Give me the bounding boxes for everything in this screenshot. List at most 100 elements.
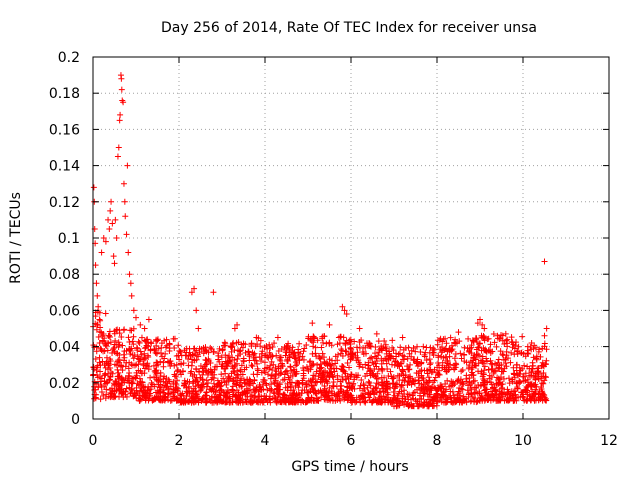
- data-point: [124, 377, 131, 384]
- data-point: [380, 393, 387, 400]
- data-point: [256, 393, 263, 400]
- data-point: [148, 379, 155, 386]
- data-point: [390, 347, 397, 354]
- data-point: [407, 361, 414, 368]
- data-point: [177, 399, 184, 406]
- data-point: [101, 335, 108, 342]
- data-point: [262, 352, 269, 359]
- data-point: [539, 373, 546, 380]
- data-point: [144, 360, 151, 367]
- data-point: [436, 367, 443, 374]
- data-point: [391, 385, 398, 392]
- data-point: [376, 395, 383, 402]
- data-point: [125, 249, 132, 256]
- data-point: [410, 357, 417, 364]
- x-tick-labels: 0 2 4 6 8 10 12: [89, 433, 618, 449]
- data-point: [134, 353, 141, 360]
- data-point: [312, 379, 319, 386]
- data-point: [488, 360, 495, 367]
- data-point: [444, 360, 451, 367]
- data-point: [419, 375, 426, 382]
- data-point: [431, 346, 438, 353]
- data-point: [94, 321, 101, 328]
- data-point: [408, 403, 415, 410]
- data-point: [496, 394, 503, 401]
- data-point: [305, 377, 312, 384]
- data-point: [94, 372, 101, 379]
- data-point: [133, 314, 139, 321]
- data-point: [522, 377, 529, 384]
- data-point: [97, 368, 104, 375]
- data-point: [483, 355, 490, 362]
- data-point: [114, 153, 121, 160]
- data-point: [125, 334, 132, 341]
- data-point: [265, 397, 272, 404]
- data-point: [303, 342, 310, 349]
- data-point: [296, 340, 303, 347]
- data-point: [383, 355, 390, 362]
- axis-ticks: [92, 56, 610, 420]
- data-point: [435, 397, 442, 404]
- data-point: [225, 360, 232, 367]
- data-point: [264, 364, 271, 371]
- data-point: [406, 366, 413, 373]
- data-point: [109, 220, 116, 227]
- data-point: [511, 371, 518, 378]
- data-point: [243, 381, 250, 388]
- data-point: [420, 393, 427, 400]
- data-point: [392, 396, 399, 403]
- data-point: [269, 366, 276, 373]
- data-point: [439, 359, 446, 366]
- data-point: [176, 347, 183, 354]
- data-point: [399, 367, 406, 374]
- data-point: [238, 362, 245, 369]
- data-point: [324, 380, 331, 387]
- data-point: [530, 354, 537, 361]
- data-point: [284, 395, 291, 402]
- data-point: [335, 334, 342, 341]
- data-point: [378, 379, 385, 386]
- data-point: [250, 397, 257, 404]
- data-point: [502, 330, 509, 337]
- data-point: [157, 350, 164, 357]
- data-point: [528, 339, 535, 346]
- data-point: [416, 377, 423, 384]
- data-point: [199, 365, 206, 372]
- data-point: [535, 369, 542, 376]
- data-point: [161, 373, 168, 380]
- data-point: [230, 339, 237, 346]
- data-point: [110, 344, 117, 351]
- data-point: [456, 385, 463, 392]
- data-point: [367, 382, 374, 389]
- data-point: [299, 377, 306, 384]
- data-point: [193, 356, 200, 363]
- data-point: [119, 342, 126, 349]
- data-point: [197, 384, 204, 391]
- data-point: [383, 347, 390, 354]
- data-point: [116, 117, 123, 124]
- data-point: [423, 344, 430, 351]
- data-point: [508, 349, 515, 356]
- data-point: [278, 360, 285, 367]
- data-point: [284, 380, 291, 387]
- x-axis-label: GPS time / hours: [291, 459, 408, 475]
- data-point: [458, 379, 465, 386]
- data-point: [320, 354, 327, 361]
- data-point: [232, 374, 239, 381]
- data-point: [125, 372, 132, 379]
- data-point: [185, 353, 192, 360]
- data-point: [517, 379, 524, 386]
- data-point: [497, 391, 504, 398]
- data-point: [190, 352, 197, 359]
- data-point: [399, 334, 406, 341]
- data-point: [215, 356, 222, 363]
- data-point: [100, 330, 107, 337]
- data-point: [107, 394, 114, 401]
- data-point: [454, 391, 461, 398]
- data-point: [287, 398, 294, 405]
- data-point: [463, 372, 470, 379]
- data-point: [521, 387, 528, 394]
- data-point: [314, 397, 321, 404]
- y-tick-label: 0.16: [49, 122, 80, 138]
- data-point: [160, 363, 167, 370]
